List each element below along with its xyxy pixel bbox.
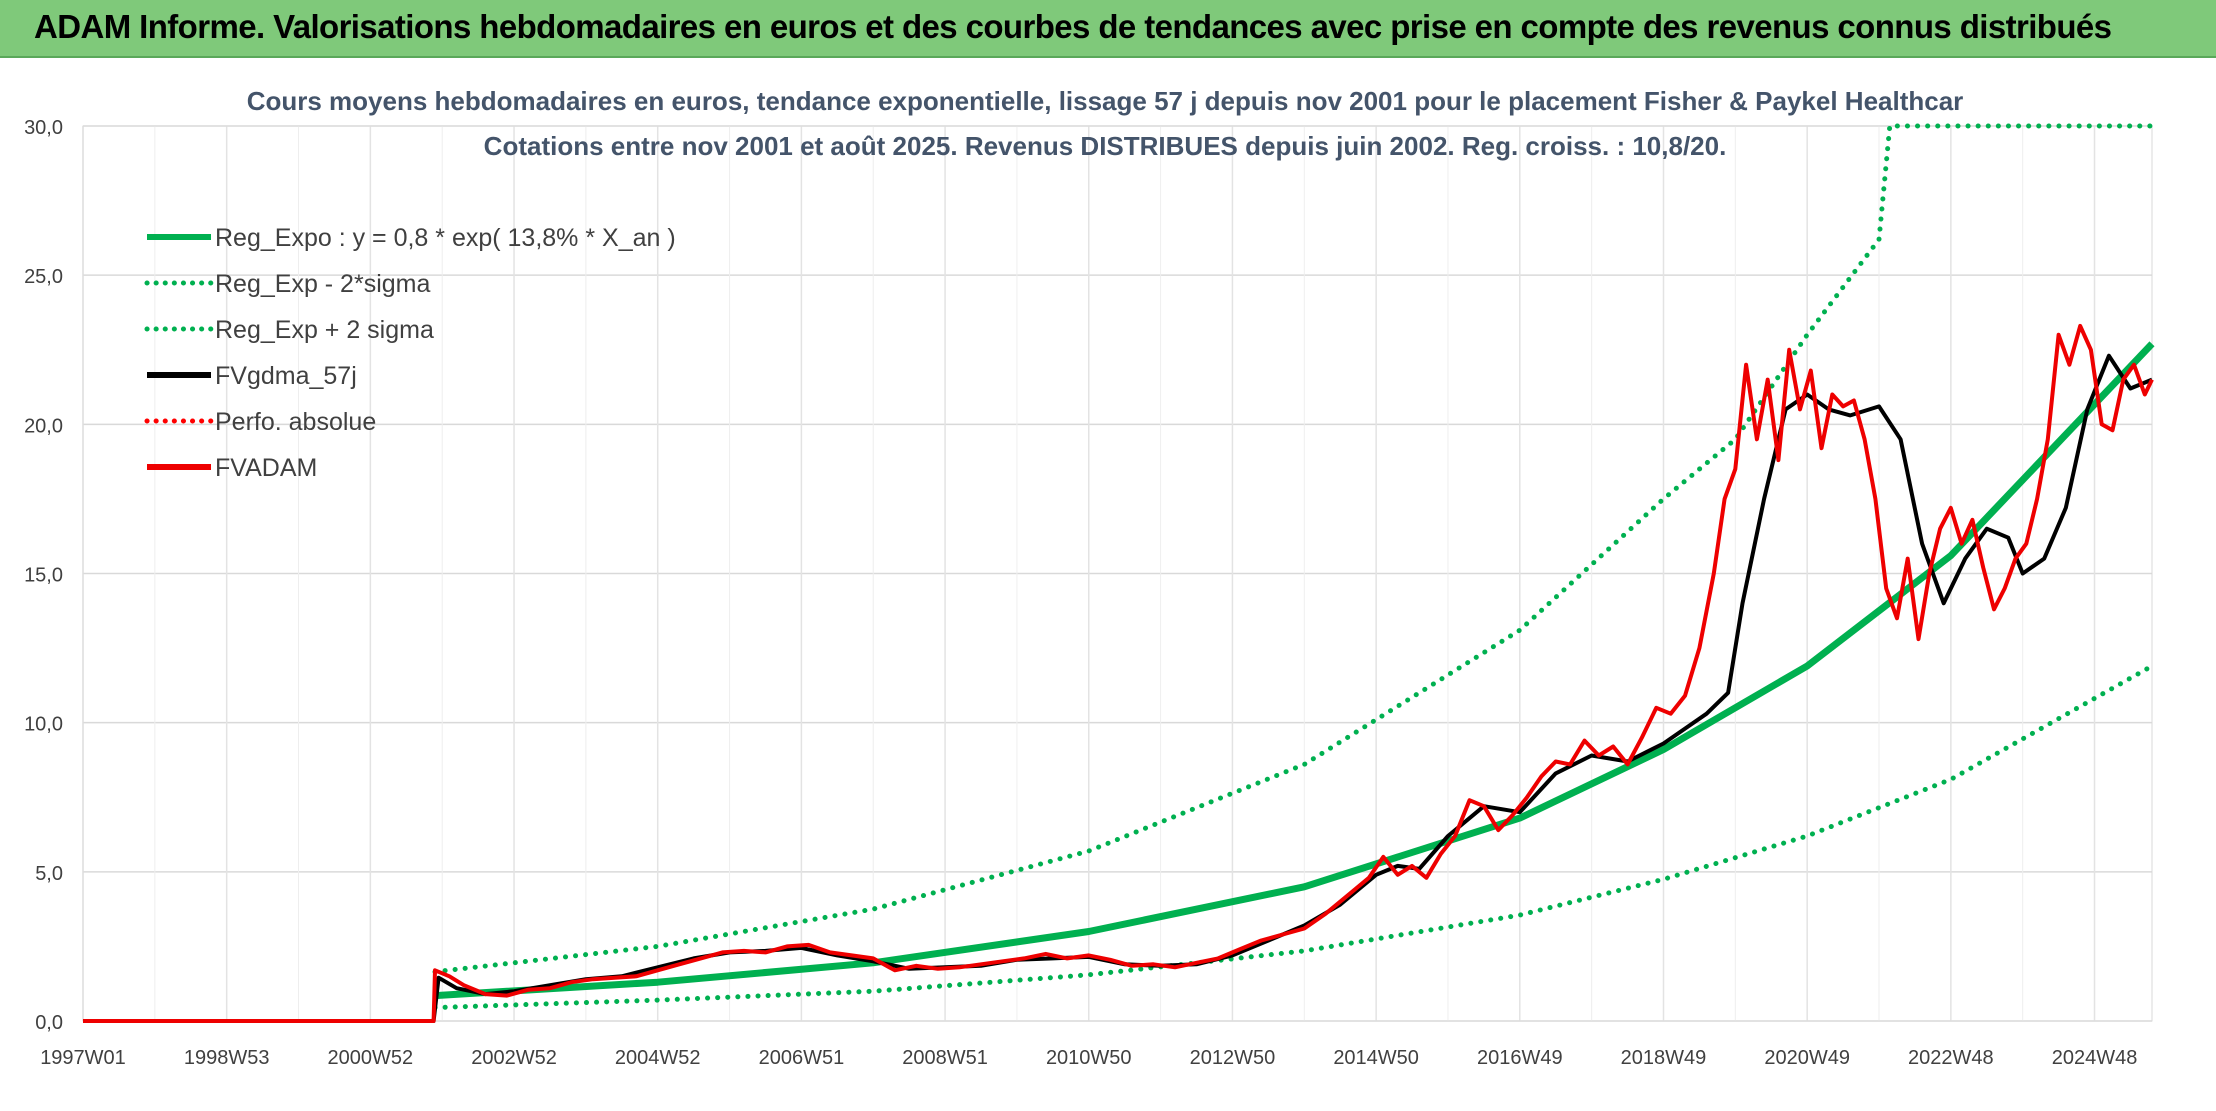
y-tick-label: 0,0 <box>35 1012 63 1034</box>
series-line <box>432 123 2155 975</box>
x-tick-label: 2008W51 <box>902 1047 988 1069</box>
y-tick-label: 20,0 <box>24 415 63 437</box>
chart-subtitle: Cotations entre nov 2001 et août 2025. R… <box>484 131 1727 161</box>
series-line <box>83 353 2153 1023</box>
grid-lines <box>82 125 2153 1022</box>
legend-label: Perfo. absolue <box>215 408 376 436</box>
series-line <box>83 323 2154 1023</box>
x-tick-label: 1998W53 <box>184 1047 270 1069</box>
y-tick-label: 10,0 <box>24 714 63 736</box>
x-tick-label: 2022W48 <box>1908 1047 1994 1069</box>
x-tick-label: 2012W50 <box>1190 1047 1276 1069</box>
x-tick-label: 2024W48 <box>2052 1047 2138 1069</box>
x-tick-label: 2006W51 <box>759 1047 845 1069</box>
x-tick-label: 2010W50 <box>1046 1047 1132 1069</box>
legend-label: FVADAM <box>215 454 317 482</box>
series-line <box>432 663 2155 1011</box>
x-tick-label: 2016W49 <box>1477 1047 1563 1069</box>
banner: ADAM Informe. Valorisations hebdomadaire… <box>0 0 2216 58</box>
x-tick-label: 2004W52 <box>615 1047 701 1069</box>
y-tick-label: 30,0 <box>24 117 63 139</box>
banner-title: ADAM Informe. Valorisations hebdomadaire… <box>34 8 2112 45</box>
x-tick-label: 2018W49 <box>1621 1047 1707 1069</box>
legend-label: Reg_Exp - 2*sigma <box>215 270 430 298</box>
legend-label: Reg_Exp + 2 sigma <box>215 316 434 344</box>
x-tick-label: 1997W01 <box>40 1047 126 1069</box>
x-tick-label: 2020W49 <box>1764 1047 1850 1069</box>
series-line <box>434 341 2155 1000</box>
axis-labels: 0,0 5,0 10,0 15,0 20,0 25,0 30,0 1997W01 1998W53… <box>24 117 2137 1069</box>
legend-label: Reg_Expo : y = 0,8 * exp( 13,8% * X_an ) <box>215 224 676 252</box>
legend: Reg_Expo : y = 0,8 * exp( 13,8% * X_an )… <box>144 224 676 482</box>
y-tick-label: 25,0 <box>24 266 63 288</box>
chart-title: Cours moyens hebdomadaires en euros, ten… <box>247 86 1964 116</box>
x-tick-label: 2002W52 <box>471 1047 557 1069</box>
plot-border <box>82 125 2153 1022</box>
legend-label: FVgdma_57j <box>215 362 357 390</box>
x-tick-label: 2000W52 <box>328 1047 414 1069</box>
y-tick-label: 5,0 <box>35 863 63 885</box>
x-tick-label: 2014W50 <box>1333 1047 1419 1069</box>
y-tick-label: 15,0 <box>24 565 63 587</box>
chart: 0,0 5,0 10,0 15,0 20,0 25,0 30,0 1997W01 1998W53… <box>24 86 2155 1069</box>
series-lines <box>83 123 2155 1023</box>
chart-area: 0,0 5,0 10,0 15,0 20,0 25,0 30,0 1997W01 1998W53… <box>0 58 2216 1106</box>
